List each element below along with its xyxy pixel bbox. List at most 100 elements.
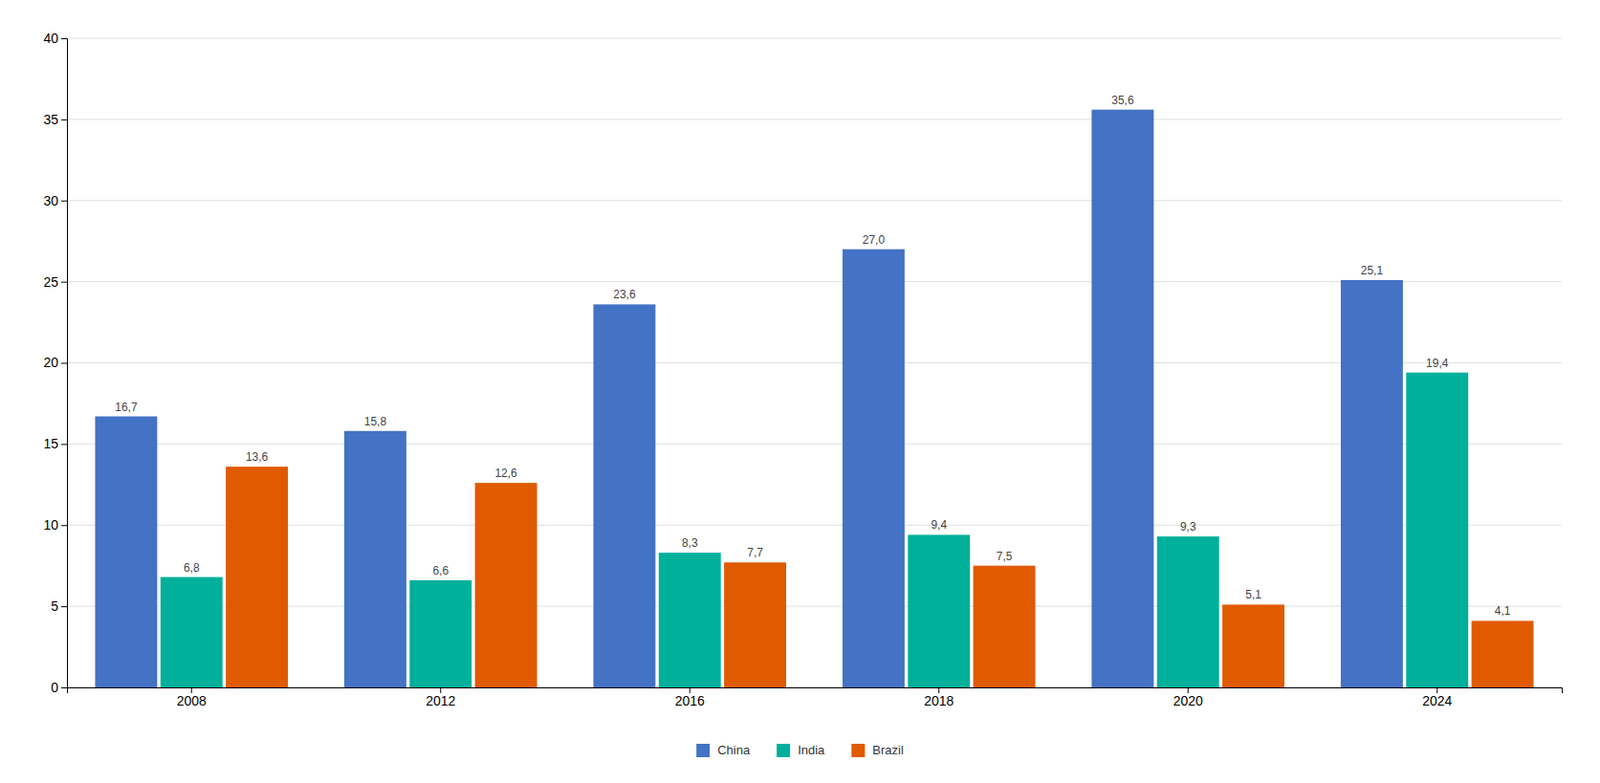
bar-series	[225, 466, 1534, 688]
x-tick-label: 2012	[425, 693, 456, 709]
y-tick-mark	[61, 687, 67, 689]
x-tick: 2024	[1422, 687, 1452, 709]
y-tick-mark	[61, 200, 67, 202]
y-tick: 10	[43, 517, 67, 533]
x-tick-label: 2024	[1422, 693, 1452, 709]
legend-item: China	[696, 743, 751, 758]
data-label: 9,3	[1180, 520, 1197, 534]
x-tick: 2008	[176, 687, 207, 709]
data-label: 16,7	[114, 400, 138, 415]
data-label: 35,6	[1111, 93, 1135, 108]
y-axis-line	[61, 39, 68, 689]
legend: China India Brazil	[696, 743, 904, 758]
bar	[1091, 109, 1154, 688]
grid-line	[66, 525, 1562, 527]
bars	[94, 109, 1534, 688]
y-tick-mark	[61, 38, 67, 40]
data-labels: 16,715,823,627,035,625,16,86,68,39,49,31…	[114, 93, 1511, 619]
grid-line	[66, 118, 1562, 120]
x-axis-line	[67, 688, 1563, 695]
bar	[1340, 280, 1403, 688]
bar	[658, 552, 722, 688]
x-tick: 2020	[1173, 687, 1204, 709]
legend-item: Brazil	[851, 743, 904, 758]
data-label: 6,6	[432, 564, 449, 578]
y-tick-label: 10	[43, 517, 59, 533]
grid-line	[66, 199, 1562, 201]
y-tick-label: 25	[43, 274, 59, 290]
y-tick: 5	[50, 598, 67, 614]
y-tick-mark	[61, 525, 67, 527]
bar	[973, 566, 1036, 688]
data-label: 23,6	[613, 287, 636, 302]
y-tick-mark	[61, 282, 67, 284]
bar	[475, 482, 538, 688]
grid	[66, 38, 1562, 688]
bar	[723, 562, 787, 688]
y-tick: 30	[43, 193, 67, 209]
y-tick: 0	[50, 679, 67, 696]
bar	[94, 416, 157, 688]
x-tick-label: 2008	[176, 693, 207, 709]
y-tick-label: 40	[43, 30, 59, 46]
bar	[160, 577, 223, 688]
bar	[1157, 536, 1220, 688]
y-tick: 25	[43, 274, 67, 290]
bar	[1471, 620, 1535, 688]
data-label: 7,7	[746, 546, 764, 560]
data-label: 19,4	[1425, 356, 1449, 371]
bar	[1405, 372, 1469, 688]
data-label: 4,1	[1494, 604, 1512, 618]
data-label: 6,8	[183, 561, 200, 575]
y-tick-label: 20	[43, 354, 59, 371]
data-label: 9,4	[930, 518, 947, 532]
grid-line	[66, 443, 1562, 445]
y-tick-label: 5	[50, 598, 59, 614]
bar	[409, 580, 472, 688]
legend-swatch	[851, 744, 865, 758]
legend-item: India	[776, 743, 826, 758]
data-label: 12,6	[494, 466, 518, 481]
grid-line	[66, 362, 1562, 364]
y-axis: 0 5 10 15 20 25 30 35 40	[43, 30, 67, 696]
legend-swatch	[776, 744, 790, 758]
x-tick-label: 2018	[923, 693, 954, 709]
legend-label: China	[717, 743, 751, 758]
data-label: 5,1	[1245, 588, 1262, 602]
y-tick: 15	[43, 436, 67, 452]
data-label: 13,6	[245, 450, 269, 464]
bar	[344, 431, 407, 688]
data-label: 7,5	[996, 549, 1013, 564]
data-label: 8,3	[681, 536, 699, 550]
grid-line	[66, 38, 1562, 40]
data-label: 25,1	[1360, 263, 1384, 278]
y-tick: 40	[43, 30, 67, 46]
y-tick-mark	[61, 443, 67, 445]
bar-series	[160, 372, 1469, 688]
x-tick-label: 2016	[675, 693, 705, 709]
x-axis: 2008 2012 2016 2018 2020 2024	[67, 687, 1563, 709]
bar	[907, 534, 970, 688]
x-tick-label: 2020	[1173, 693, 1204, 709]
y-tick-label: 30	[43, 193, 59, 209]
x-tick: 2016	[675, 687, 705, 709]
y-tick-label: 0	[50, 679, 59, 696]
grid-line	[66, 281, 1562, 283]
y-tick: 20	[43, 354, 67, 371]
y-tick-mark	[61, 606, 67, 608]
legend-label: India	[797, 743, 826, 758]
bar-series	[94, 109, 1403, 688]
x-tick: 2018	[923, 687, 954, 709]
y-tick: 35	[43, 111, 67, 128]
legend-swatch	[696, 744, 710, 758]
y-tick-mark	[61, 119, 67, 121]
bar	[592, 304, 656, 688]
plot: 0 5 10 15 20 25 30 35 40 2008 2012 2016 2018 2020 2024…	[43, 30, 1562, 709]
y-tick-label: 15	[43, 436, 59, 452]
data-label: 27,0	[862, 233, 886, 247]
y-tick-label: 35	[43, 111, 59, 128]
bar	[842, 249, 905, 688]
y-tick-mark	[61, 363, 67, 365]
grid-line	[66, 606, 1562, 608]
bar	[225, 466, 288, 688]
